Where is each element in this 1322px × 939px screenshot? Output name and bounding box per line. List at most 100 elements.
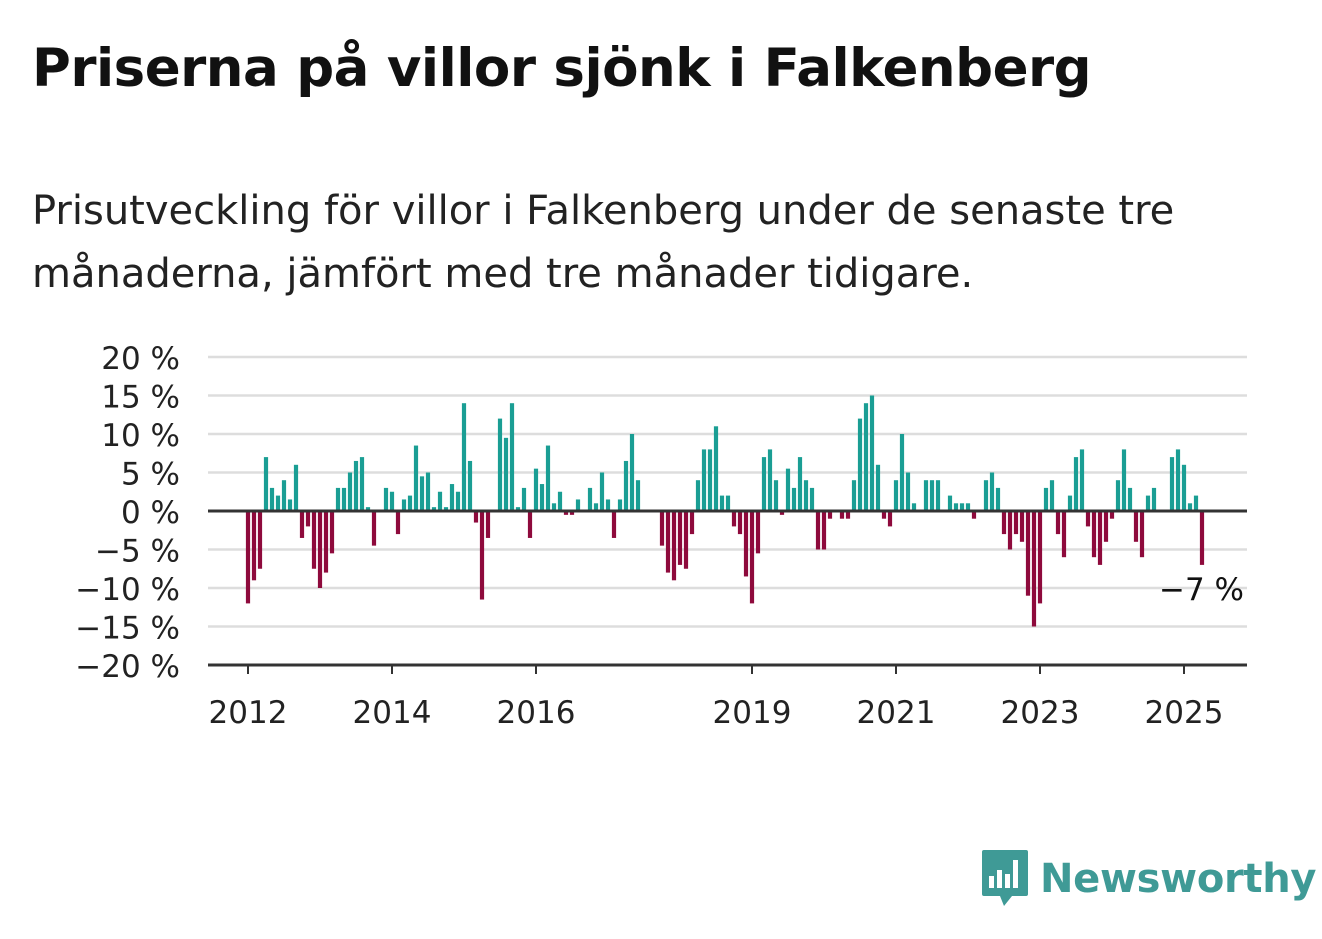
bar	[815, 511, 821, 550]
y-tick-label: −15 %	[75, 611, 180, 647]
bar	[413, 445, 419, 511]
bar	[659, 511, 665, 546]
bar	[1139, 511, 1145, 558]
bar	[365, 507, 371, 511]
y-tick-label: −10 %	[75, 572, 180, 608]
bar	[509, 403, 515, 511]
page-title: Priserna på villor sjönk i Falkenberg	[32, 38, 1092, 99]
y-tick-label: −5 %	[95, 534, 180, 570]
bar	[779, 511, 785, 515]
bar	[521, 487, 527, 511]
bar	[587, 487, 593, 511]
bar	[845, 511, 851, 519]
bar	[353, 460, 359, 511]
bar	[245, 511, 251, 604]
bar	[923, 480, 929, 511]
bar	[869, 395, 875, 511]
bar	[497, 418, 503, 511]
bar	[1079, 449, 1085, 511]
bar	[431, 507, 437, 511]
bar	[383, 487, 389, 511]
bar	[593, 503, 599, 511]
x-tick-label: 2014	[353, 695, 432, 731]
bar	[461, 403, 467, 511]
bar	[419, 476, 425, 511]
bar	[1103, 511, 1109, 542]
bar	[1097, 511, 1103, 565]
bar	[911, 503, 917, 511]
bar	[617, 499, 623, 511]
bar	[275, 495, 281, 511]
bar	[341, 487, 347, 511]
bar	[893, 480, 899, 511]
bar	[401, 499, 407, 511]
bar	[425, 472, 431, 511]
bar	[545, 445, 551, 511]
bar	[905, 472, 911, 511]
bar	[317, 511, 323, 588]
bar	[323, 511, 329, 573]
x-tick-label: 2019	[713, 695, 792, 731]
bar-chart-speech-bubble-icon	[982, 850, 1028, 906]
bar	[1115, 480, 1121, 511]
bar	[281, 480, 287, 511]
bar	[965, 503, 971, 511]
bar	[467, 460, 473, 511]
bar	[479, 511, 485, 600]
bar	[455, 491, 461, 511]
bar	[1121, 449, 1127, 511]
bar	[563, 511, 569, 515]
bar	[557, 491, 563, 511]
bar	[995, 487, 1001, 511]
bar	[533, 468, 539, 511]
bar	[1193, 495, 1199, 511]
y-tick-label: −20 %	[75, 649, 180, 685]
bar	[293, 464, 299, 511]
bar	[1043, 487, 1049, 511]
bar	[875, 464, 881, 511]
bar	[1181, 464, 1187, 511]
bar	[1025, 511, 1031, 596]
bar	[1133, 511, 1139, 542]
bar	[449, 484, 455, 511]
bar	[971, 511, 977, 519]
bar	[1199, 511, 1205, 565]
bar	[947, 495, 953, 511]
bar	[935, 480, 941, 511]
bar	[665, 511, 671, 573]
bar	[701, 449, 707, 511]
bar	[857, 418, 863, 511]
bar	[443, 507, 449, 511]
bar	[251, 511, 257, 581]
bar	[1169, 457, 1175, 511]
bar	[1013, 511, 1019, 535]
bar	[671, 511, 677, 581]
bar	[959, 503, 965, 511]
x-tick-label: 2021	[857, 695, 936, 731]
bar	[599, 472, 605, 511]
bar	[881, 511, 887, 519]
bar	[329, 511, 335, 554]
bar	[1019, 511, 1025, 542]
bar	[785, 468, 791, 511]
bar	[719, 495, 725, 511]
bar	[1085, 511, 1091, 527]
latest-value-label: −7 %	[1159, 572, 1244, 608]
y-tick-label: 20 %	[101, 341, 180, 377]
bar	[515, 507, 521, 511]
bar	[749, 511, 755, 604]
y-tick-label: 10 %	[101, 418, 180, 454]
bar	[797, 457, 803, 511]
bar	[257, 511, 263, 569]
bar	[335, 487, 341, 511]
bar	[839, 511, 845, 519]
bar	[605, 499, 611, 511]
bar	[1175, 449, 1181, 511]
bar	[1001, 511, 1007, 535]
bar	[611, 511, 617, 538]
bar	[263, 457, 269, 511]
bar	[953, 503, 959, 511]
bar	[1037, 511, 1043, 604]
bar	[551, 503, 557, 511]
